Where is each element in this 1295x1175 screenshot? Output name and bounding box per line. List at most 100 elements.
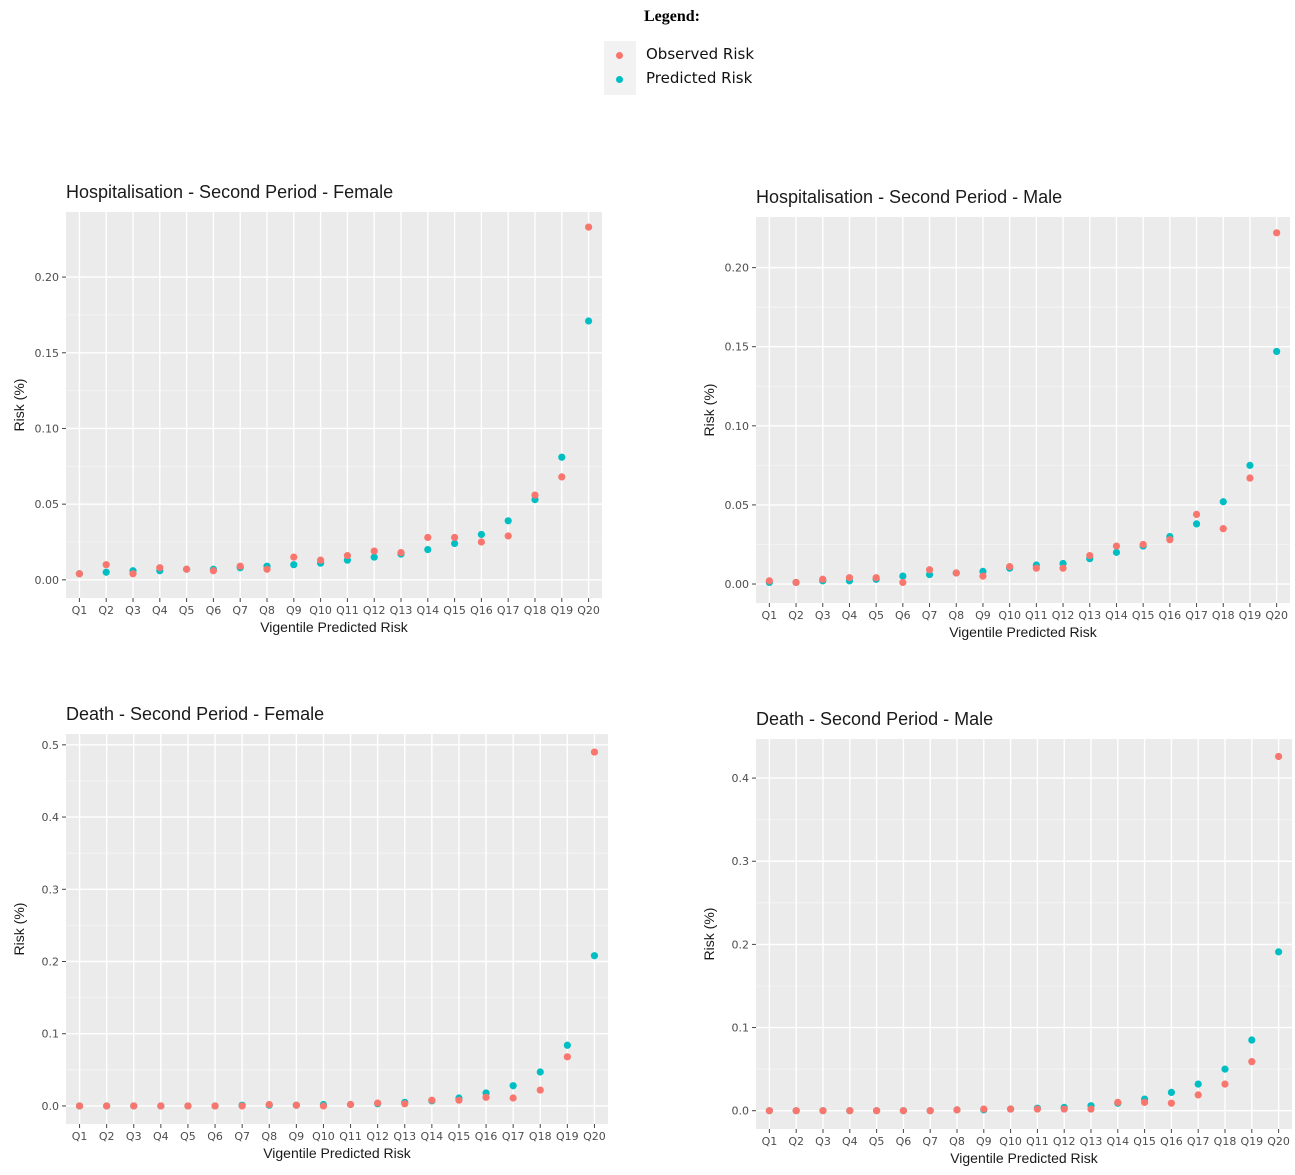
chart-title: Death - Second Period - Male bbox=[756, 709, 993, 729]
x-tick-label: Q2 bbox=[99, 1130, 115, 1143]
x-tick-label: Q17 bbox=[502, 1130, 525, 1143]
x-tick-label: Q10 bbox=[998, 609, 1021, 622]
legend-title: Legend: bbox=[644, 8, 700, 25]
observed-risk-point bbox=[424, 533, 432, 542]
x-tick-label: Q16 bbox=[1160, 1135, 1183, 1148]
x-tick-label: Q6 bbox=[895, 609, 911, 622]
y-tick-label: 0.0 bbox=[42, 1100, 60, 1113]
y-tick-label: 0.3 bbox=[42, 883, 60, 896]
observed-risk-point bbox=[563, 1053, 571, 1061]
y-tick-label: 0.20 bbox=[35, 271, 60, 284]
observed-risk-point bbox=[1246, 474, 1254, 482]
y-tick-label: 0.10 bbox=[725, 420, 750, 433]
y-tick-label: 0.20 bbox=[725, 262, 750, 275]
observed-risk-point bbox=[455, 1096, 463, 1104]
observed-risk-point bbox=[451, 533, 459, 542]
observed-risk-point bbox=[397, 548, 405, 557]
observed-risk-point bbox=[899, 1107, 907, 1115]
observed-risk-point bbox=[1033, 1105, 1041, 1113]
observed-risk-point bbox=[346, 1100, 355, 1109]
y-tick-label: 0.00 bbox=[35, 574, 60, 587]
y-tick-label: 0.2 bbox=[42, 956, 60, 969]
chart-svg: 0.0 0.1 0.2 0.3 0.4 Q1 Q2 Q3 Q4 Q5 Q6 Q7 Q8 Q9 Q10 Q11 Q… bbox=[701, 709, 1292, 1166]
x-tick-label: Q8 bbox=[949, 1135, 965, 1148]
predicted-risk-point bbox=[290, 561, 298, 569]
y-tick-label: 0.15 bbox=[725, 341, 750, 354]
x-tick-label: Q12 bbox=[1053, 1135, 1076, 1148]
y-tick-label: 0.1 bbox=[732, 1022, 750, 1035]
x-tick-label: Q8 bbox=[261, 1130, 277, 1143]
legend-item-predicted-risk: Predicted Risk bbox=[604, 68, 774, 92]
observed-risk-point bbox=[209, 567, 217, 575]
x-tick-label: Q20 bbox=[577, 604, 600, 617]
observed-risk-point bbox=[103, 1102, 111, 1110]
observed-risk-point bbox=[401, 1100, 409, 1108]
x-tick-label: Q18 bbox=[529, 1130, 552, 1143]
x-axis-label: Vigentile Predicted Risk bbox=[260, 619, 409, 635]
x-tick-label: Q12 bbox=[363, 604, 386, 617]
observed-risk-point bbox=[952, 569, 960, 577]
observed-risk-point bbox=[319, 1102, 328, 1110]
x-tick-label: Q4 bbox=[842, 1135, 858, 1148]
x-tick-label: Q20 bbox=[1265, 609, 1288, 622]
observed-risk-point bbox=[75, 1102, 84, 1110]
observed-risk-point bbox=[290, 553, 298, 561]
observed-risk-point bbox=[343, 552, 351, 560]
x-tick-label: Q10 bbox=[999, 1135, 1022, 1148]
x-tick-label: Q11 bbox=[1025, 609, 1048, 622]
predicted-risk-point bbox=[1221, 1065, 1229, 1073]
x-tick-label: Q5 bbox=[869, 1135, 885, 1148]
x-tick-label: Q2 bbox=[788, 609, 804, 622]
plot-background bbox=[756, 217, 1290, 603]
x-tick-label: Q17 bbox=[1185, 609, 1208, 622]
observed-risk-point bbox=[819, 575, 827, 583]
observed-risk-point bbox=[1139, 540, 1147, 549]
predicted-risk-point bbox=[1219, 498, 1227, 506]
predicted-risk-point bbox=[370, 553, 378, 561]
observed-risk-point bbox=[183, 565, 191, 573]
chart-svg: 0.00 0.05 0.10 0.15 0.20 Q1 Q2 Q3 Q4 Q5 Q6 Q7 Q8 Q9 Q1… bbox=[701, 187, 1290, 640]
x-tick-label: Q19 bbox=[1239, 609, 1262, 622]
observed-risk-point bbox=[482, 1093, 490, 1101]
observed-risk-point bbox=[238, 1102, 246, 1110]
legend-key-observed-risk bbox=[616, 52, 623, 59]
y-tick-label: 0.10 bbox=[35, 422, 60, 435]
observed-risk-point bbox=[590, 748, 599, 756]
y-tick-label: 0.05 bbox=[35, 498, 60, 511]
x-tick-label: Q9 bbox=[976, 1135, 992, 1148]
observed-risk-point bbox=[317, 556, 325, 564]
observed-risk-point bbox=[428, 1096, 436, 1104]
observed-risk-point bbox=[1141, 1098, 1149, 1106]
observed-risk-point bbox=[979, 572, 987, 580]
x-tick-label: Q6 bbox=[206, 604, 222, 617]
y-tick-label: 0.00 bbox=[725, 578, 750, 591]
legend-label-observed-risk: Observed Risk bbox=[646, 45, 755, 63]
observed-risk-point bbox=[1248, 1058, 1256, 1066]
observed-risk-point bbox=[1219, 525, 1227, 533]
x-tick-label: Q2 bbox=[98, 604, 114, 617]
x-tick-label: Q7 bbox=[922, 1135, 938, 1148]
x-tick-label: Q6 bbox=[896, 1135, 912, 1148]
y-tick-label: 0.0 bbox=[732, 1105, 750, 1118]
x-tick-label: Q20 bbox=[583, 1130, 606, 1143]
observed-risk-point bbox=[1112, 542, 1121, 550]
x-tick-label: Q12 bbox=[366, 1130, 389, 1143]
x-tick-label: Q13 bbox=[390, 604, 413, 617]
chart-title: Hospitalisation - Second Period - Male bbox=[756, 187, 1062, 207]
observed-risk-point bbox=[1194, 1091, 1202, 1099]
predicted-risk-point bbox=[563, 1041, 571, 1049]
observed-risk-point bbox=[872, 574, 880, 582]
legend-key-background bbox=[604, 41, 636, 95]
x-tick-label: Q3 bbox=[126, 1130, 142, 1143]
x-tick-label: Q11 bbox=[336, 604, 359, 617]
observed-risk-point bbox=[819, 1107, 827, 1115]
observed-risk-point bbox=[184, 1102, 192, 1110]
predicted-risk-point bbox=[1273, 347, 1281, 356]
x-tick-label: Q10 bbox=[312, 1130, 335, 1143]
predicted-risk-point bbox=[1275, 948, 1283, 956]
x-tick-label: Q14 bbox=[1105, 609, 1128, 622]
observed-risk-point bbox=[265, 1100, 273, 1109]
observed-risk-point bbox=[1114, 1098, 1122, 1106]
x-tick-label: Q1 bbox=[762, 609, 778, 622]
chart-title: Hospitalisation - Second Period - Female bbox=[66, 182, 393, 202]
